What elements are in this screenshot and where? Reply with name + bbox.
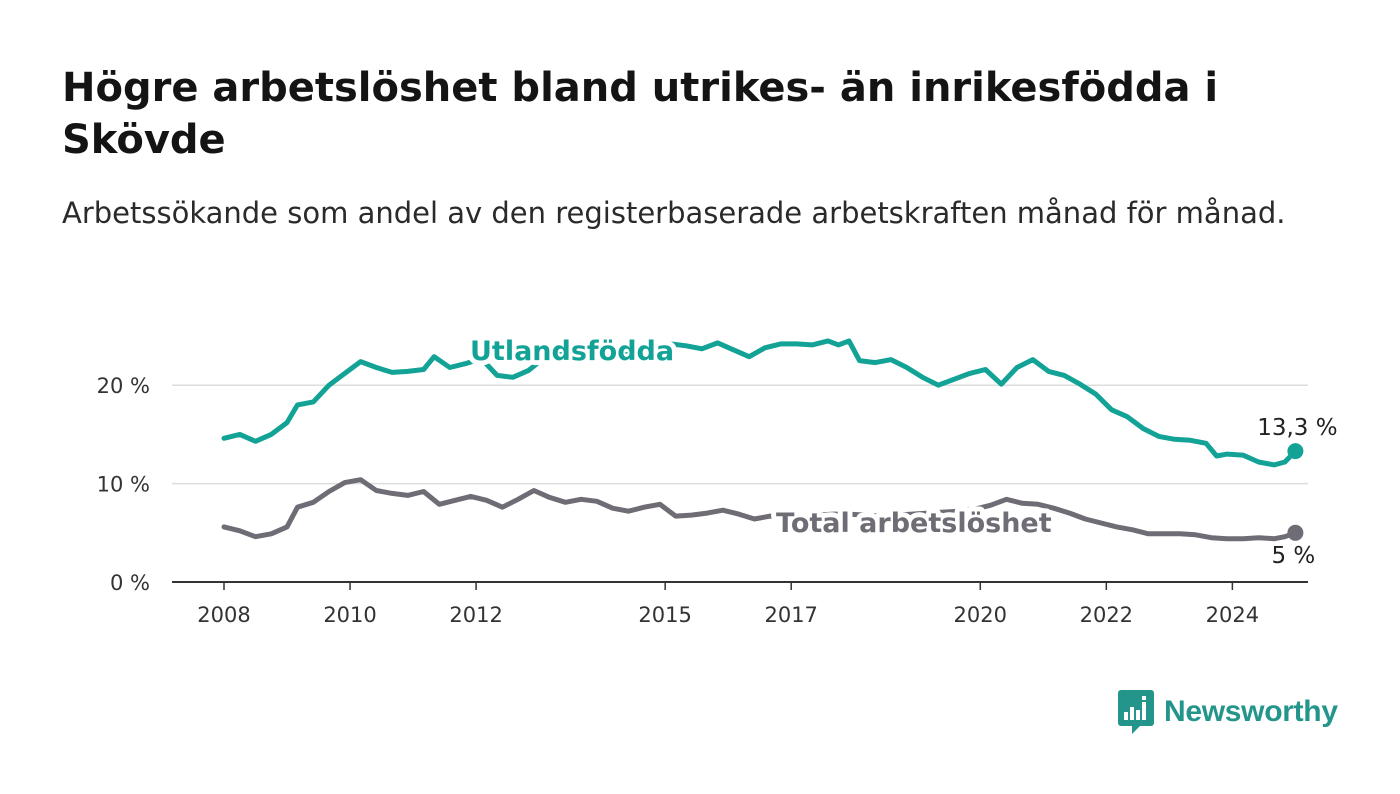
chart-title: Högre arbetslöshet bland utrikes- än inr… xyxy=(62,65,1219,163)
x-tick-label: 2017 xyxy=(764,603,817,627)
newsworthy-logo: Newsworthy xyxy=(1118,690,1338,734)
end-value-utlandsfodda: 13,3 % xyxy=(1257,415,1337,441)
y-axis-ticks: 0 % 10 % 20 % xyxy=(97,374,150,595)
series-name-total-halo: Total arbetslöshet xyxy=(776,508,1052,539)
x-tick-label: 2020 xyxy=(954,603,1007,627)
x-tick-label: 2022 xyxy=(1080,603,1133,627)
y-tick-label: 10 % xyxy=(97,473,150,497)
y-tick-label: 20 % xyxy=(97,374,150,398)
y-tick-label: 0 % xyxy=(110,571,150,595)
x-tick-label: 2010 xyxy=(323,603,376,627)
series-line-total xyxy=(221,477,1298,542)
x-axis-ticks: 2008 2010 2012 2015 2017 2020 2022 2024 xyxy=(197,582,1259,627)
series-line-utlandsfodda xyxy=(221,338,1298,468)
end-value-total: 5 % xyxy=(1271,543,1315,569)
x-tick-label: 2024 xyxy=(1206,603,1259,627)
chart-subtitle: Arbetssökande som andel av den registerb… xyxy=(62,196,1286,230)
x-tick-label: 2015 xyxy=(638,603,691,627)
series-name-utlandsfodda-halo: Utlandsfödda xyxy=(470,336,674,367)
series-end-point xyxy=(1287,443,1304,460)
series-name-total: Total arbetslöshet xyxy=(776,508,1052,539)
newsworthy-logo-icon xyxy=(1118,690,1154,734)
series-end-point xyxy=(1287,524,1304,541)
grid-lines xyxy=(172,384,1308,583)
series-name-utlandsfodda: Utlandsfödda xyxy=(470,336,674,367)
series-lines xyxy=(221,338,1304,542)
brand-name: Newsworthy xyxy=(1164,695,1338,728)
line-chart: 0 % 10 % 20 % 2008 2010 2012 2015 2017 2020 2022… xyxy=(97,331,1338,627)
x-tick-label: 2012 xyxy=(449,603,502,627)
x-tick-label: 2008 xyxy=(197,603,250,627)
